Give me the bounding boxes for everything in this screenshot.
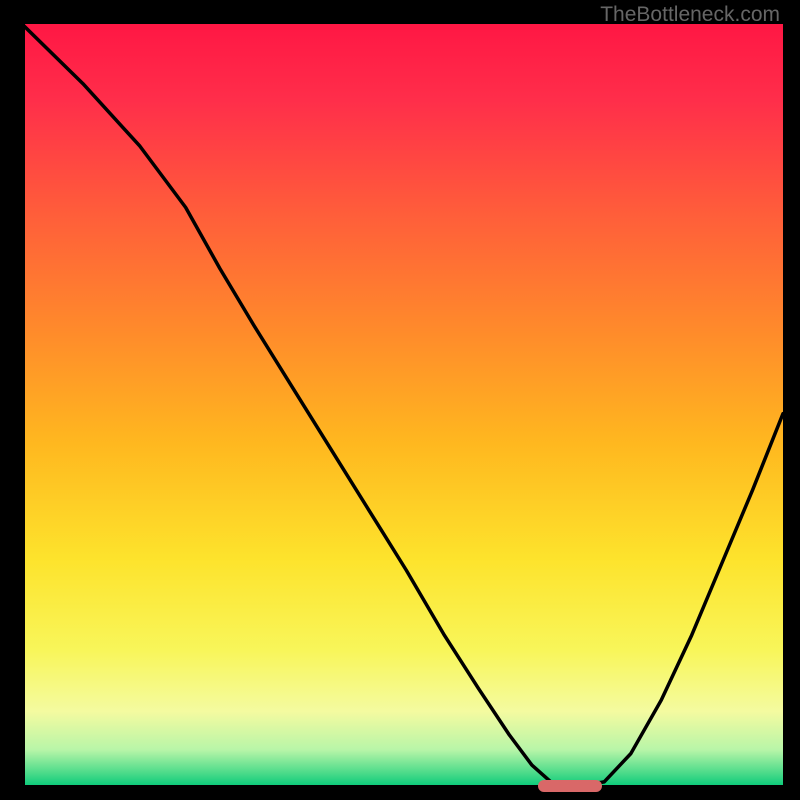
bottleneck-curve [22, 24, 783, 788]
minimum-marker [538, 780, 603, 792]
chart-container: TheBottleneck.com [0, 0, 800, 800]
watermark-text: TheBottleneck.com [600, 3, 780, 27]
